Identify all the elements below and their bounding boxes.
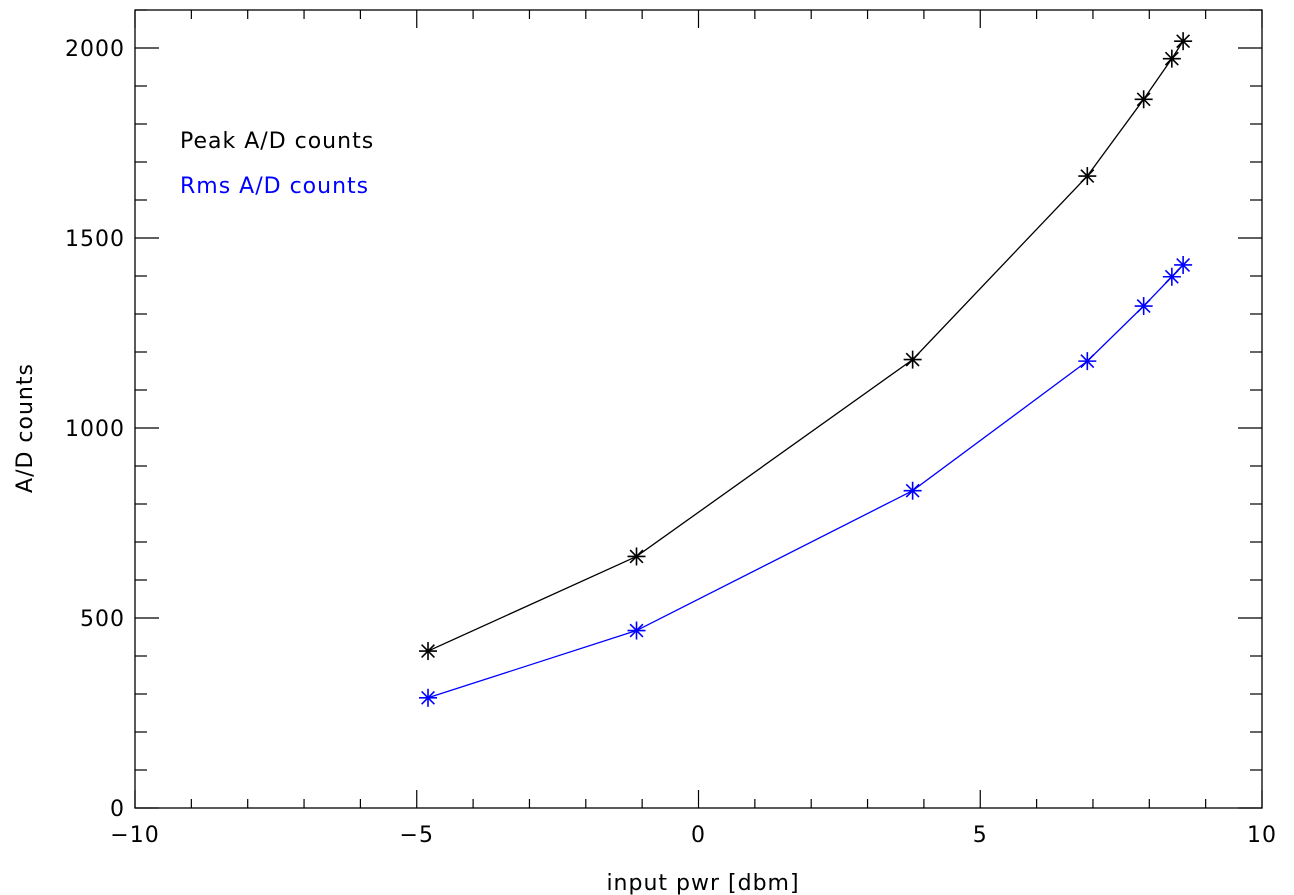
- data-point: [419, 642, 438, 661]
- series-layer: [419, 32, 1193, 707]
- y-tick-label: 1500: [65, 227, 125, 252]
- data-point: [627, 621, 646, 640]
- data-point: [903, 350, 922, 369]
- x-tick-label: −10: [110, 823, 159, 848]
- y-tick-label: 500: [80, 607, 125, 632]
- legend: Peak A/D counts Rms A/D counts: [180, 129, 374, 199]
- series-line: [427, 264, 1184, 699]
- x-tick-label: −5: [400, 823, 434, 848]
- y-tick-label: 1000: [65, 417, 125, 442]
- x-tick-label: 5: [973, 823, 988, 848]
- data-point: [903, 481, 922, 500]
- legend-entry: Rms A/D counts: [180, 174, 369, 199]
- series-line: [427, 40, 1184, 652]
- data-point: [627, 547, 646, 566]
- data-point: [1078, 167, 1097, 186]
- data-point: [1078, 352, 1097, 371]
- legend-entry: Peak A/D counts: [180, 129, 374, 154]
- series-peak: [419, 32, 1193, 661]
- data-point: [1134, 297, 1153, 316]
- data-point: [1174, 255, 1193, 274]
- y-tick-label: 0: [110, 797, 125, 822]
- series-rms: [419, 255, 1193, 707]
- data-point: [1134, 90, 1153, 109]
- x-tick-label: 10: [1247, 823, 1277, 848]
- x-tick-label: 0: [691, 823, 706, 848]
- y-tick-label: 2000: [65, 37, 125, 62]
- axes: −10 −5 0 5 10 0 500 1000 1500 2000: [65, 9, 1277, 848]
- data-point: [419, 688, 438, 707]
- data-point: [1174, 32, 1193, 51]
- data-point: [1162, 49, 1181, 68]
- x-axis-title: input pwr [dbm]: [606, 871, 799, 895]
- y-axis-title: A/D counts: [13, 363, 38, 493]
- data-point: [1162, 267, 1181, 286]
